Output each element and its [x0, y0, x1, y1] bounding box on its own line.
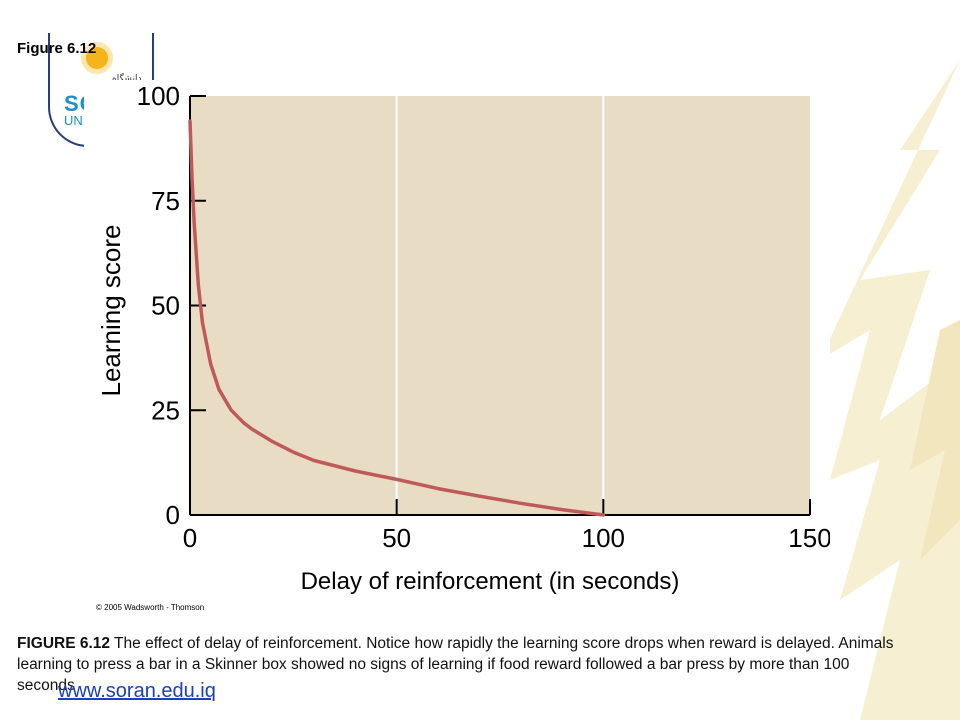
copyright-text: © 2005 Wadsworth - Thomson — [96, 603, 205, 612]
y-tick-label: 100 — [137, 81, 180, 111]
learning-curve-chart: 0 25 50 75 100 0 50 100 150 Delay of reinforcemen… — [96, 81, 830, 595]
decor-star-shape — [910, 320, 960, 560]
y-axis-label: Learning score — [96, 225, 126, 397]
caption-text: The effect of delay of reinforcement. No… — [17, 635, 894, 694]
figure-caption: FIGURE 6.12 The effect of delay of reinf… — [17, 633, 897, 696]
plot-background — [190, 96, 810, 515]
x-tick-label: 0 — [183, 523, 197, 553]
website-link[interactable]: www.soran.edu.iq — [58, 680, 216, 702]
x-axis-label: Delay of reinforcement (in seconds) — [301, 568, 680, 595]
y-tick-label: 75 — [151, 186, 180, 216]
caption-lead: FIGURE 6.12 — [17, 635, 111, 652]
y-tick-label: 50 — [151, 291, 180, 321]
x-tick-label: 50 — [382, 523, 411, 553]
y-tick-label: 25 — [151, 395, 180, 425]
x-tick-label: 150 — [788, 523, 830, 553]
chart-panel: 0 25 50 75 100 0 50 100 150 Delay of reinforcemen… — [84, 80, 830, 620]
sun-icon — [86, 47, 108, 69]
logo-small-text: UN — [64, 113, 83, 128]
series-line — [188, 119, 606, 517]
x-tick-label: 100 — [582, 523, 625, 553]
y-tick-label: 0 — [166, 500, 180, 530]
figure-label: Figure 6.12 — [17, 40, 97, 57]
